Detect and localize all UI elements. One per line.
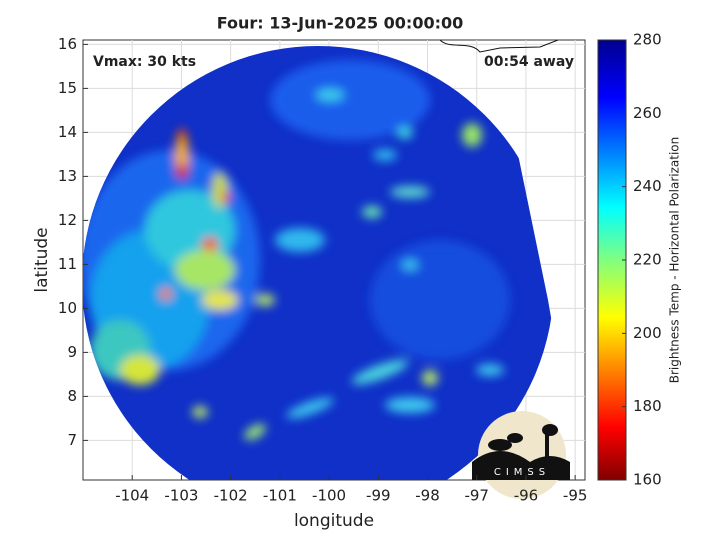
- y-tick-label: 11: [58, 255, 77, 273]
- y-tick-label: 12: [58, 211, 77, 229]
- imagery: [83, 40, 559, 480]
- y-tick-label: 10: [58, 299, 77, 317]
- x-tick-label: -104: [115, 487, 149, 505]
- annotation: 00:54 away: [484, 54, 574, 70]
- colorbar: [597, 39, 627, 481]
- y-tick-label: 14: [58, 123, 77, 141]
- x-tick-label: -99: [366, 487, 391, 505]
- y-axis-label: latitude: [32, 227, 52, 292]
- y-tick-label: 8: [67, 387, 77, 405]
- y-tick-label: 13: [58, 167, 77, 185]
- colorbar-tick-label: 260: [633, 104, 662, 122]
- y-tick-label: 7: [67, 431, 77, 449]
- colorbar-tick-label: 160: [633, 471, 662, 489]
- colorbar-label: Brightness Temp - Horizontal Polarizatio…: [668, 137, 682, 384]
- colorbar-tick-label: 240: [633, 177, 662, 195]
- x-tick-label: -102: [214, 487, 248, 505]
- y-tick-label: 15: [58, 79, 77, 97]
- x-tick-label: -103: [164, 487, 198, 505]
- logo-text: CIMSS: [494, 467, 550, 478]
- y-tick-label: 9: [67, 343, 77, 361]
- x-axis-label: longitude: [294, 511, 374, 531]
- logo: CIMSS: [472, 411, 570, 499]
- x-tick-label: -101: [263, 487, 297, 505]
- y-tick-label: 16: [58, 35, 77, 53]
- colorbar-tick-label: 180: [633, 397, 662, 415]
- colorbar-tick-label: 280: [633, 31, 662, 49]
- annotation: Vmax: 30 kts: [93, 54, 196, 70]
- chart-title: Four: 13-Jun-2025 00:00:00: [217, 14, 464, 33]
- x-tick-label: -97: [464, 487, 489, 505]
- x-tick-label: -98: [415, 487, 440, 505]
- x-tick-label: -96: [514, 487, 539, 505]
- x-tick-label: -100: [312, 487, 346, 505]
- x-tick-label: -95: [563, 487, 588, 505]
- colorbar-tick-label: 200: [633, 324, 662, 342]
- colorbar-tick-label: 220: [633, 251, 662, 269]
